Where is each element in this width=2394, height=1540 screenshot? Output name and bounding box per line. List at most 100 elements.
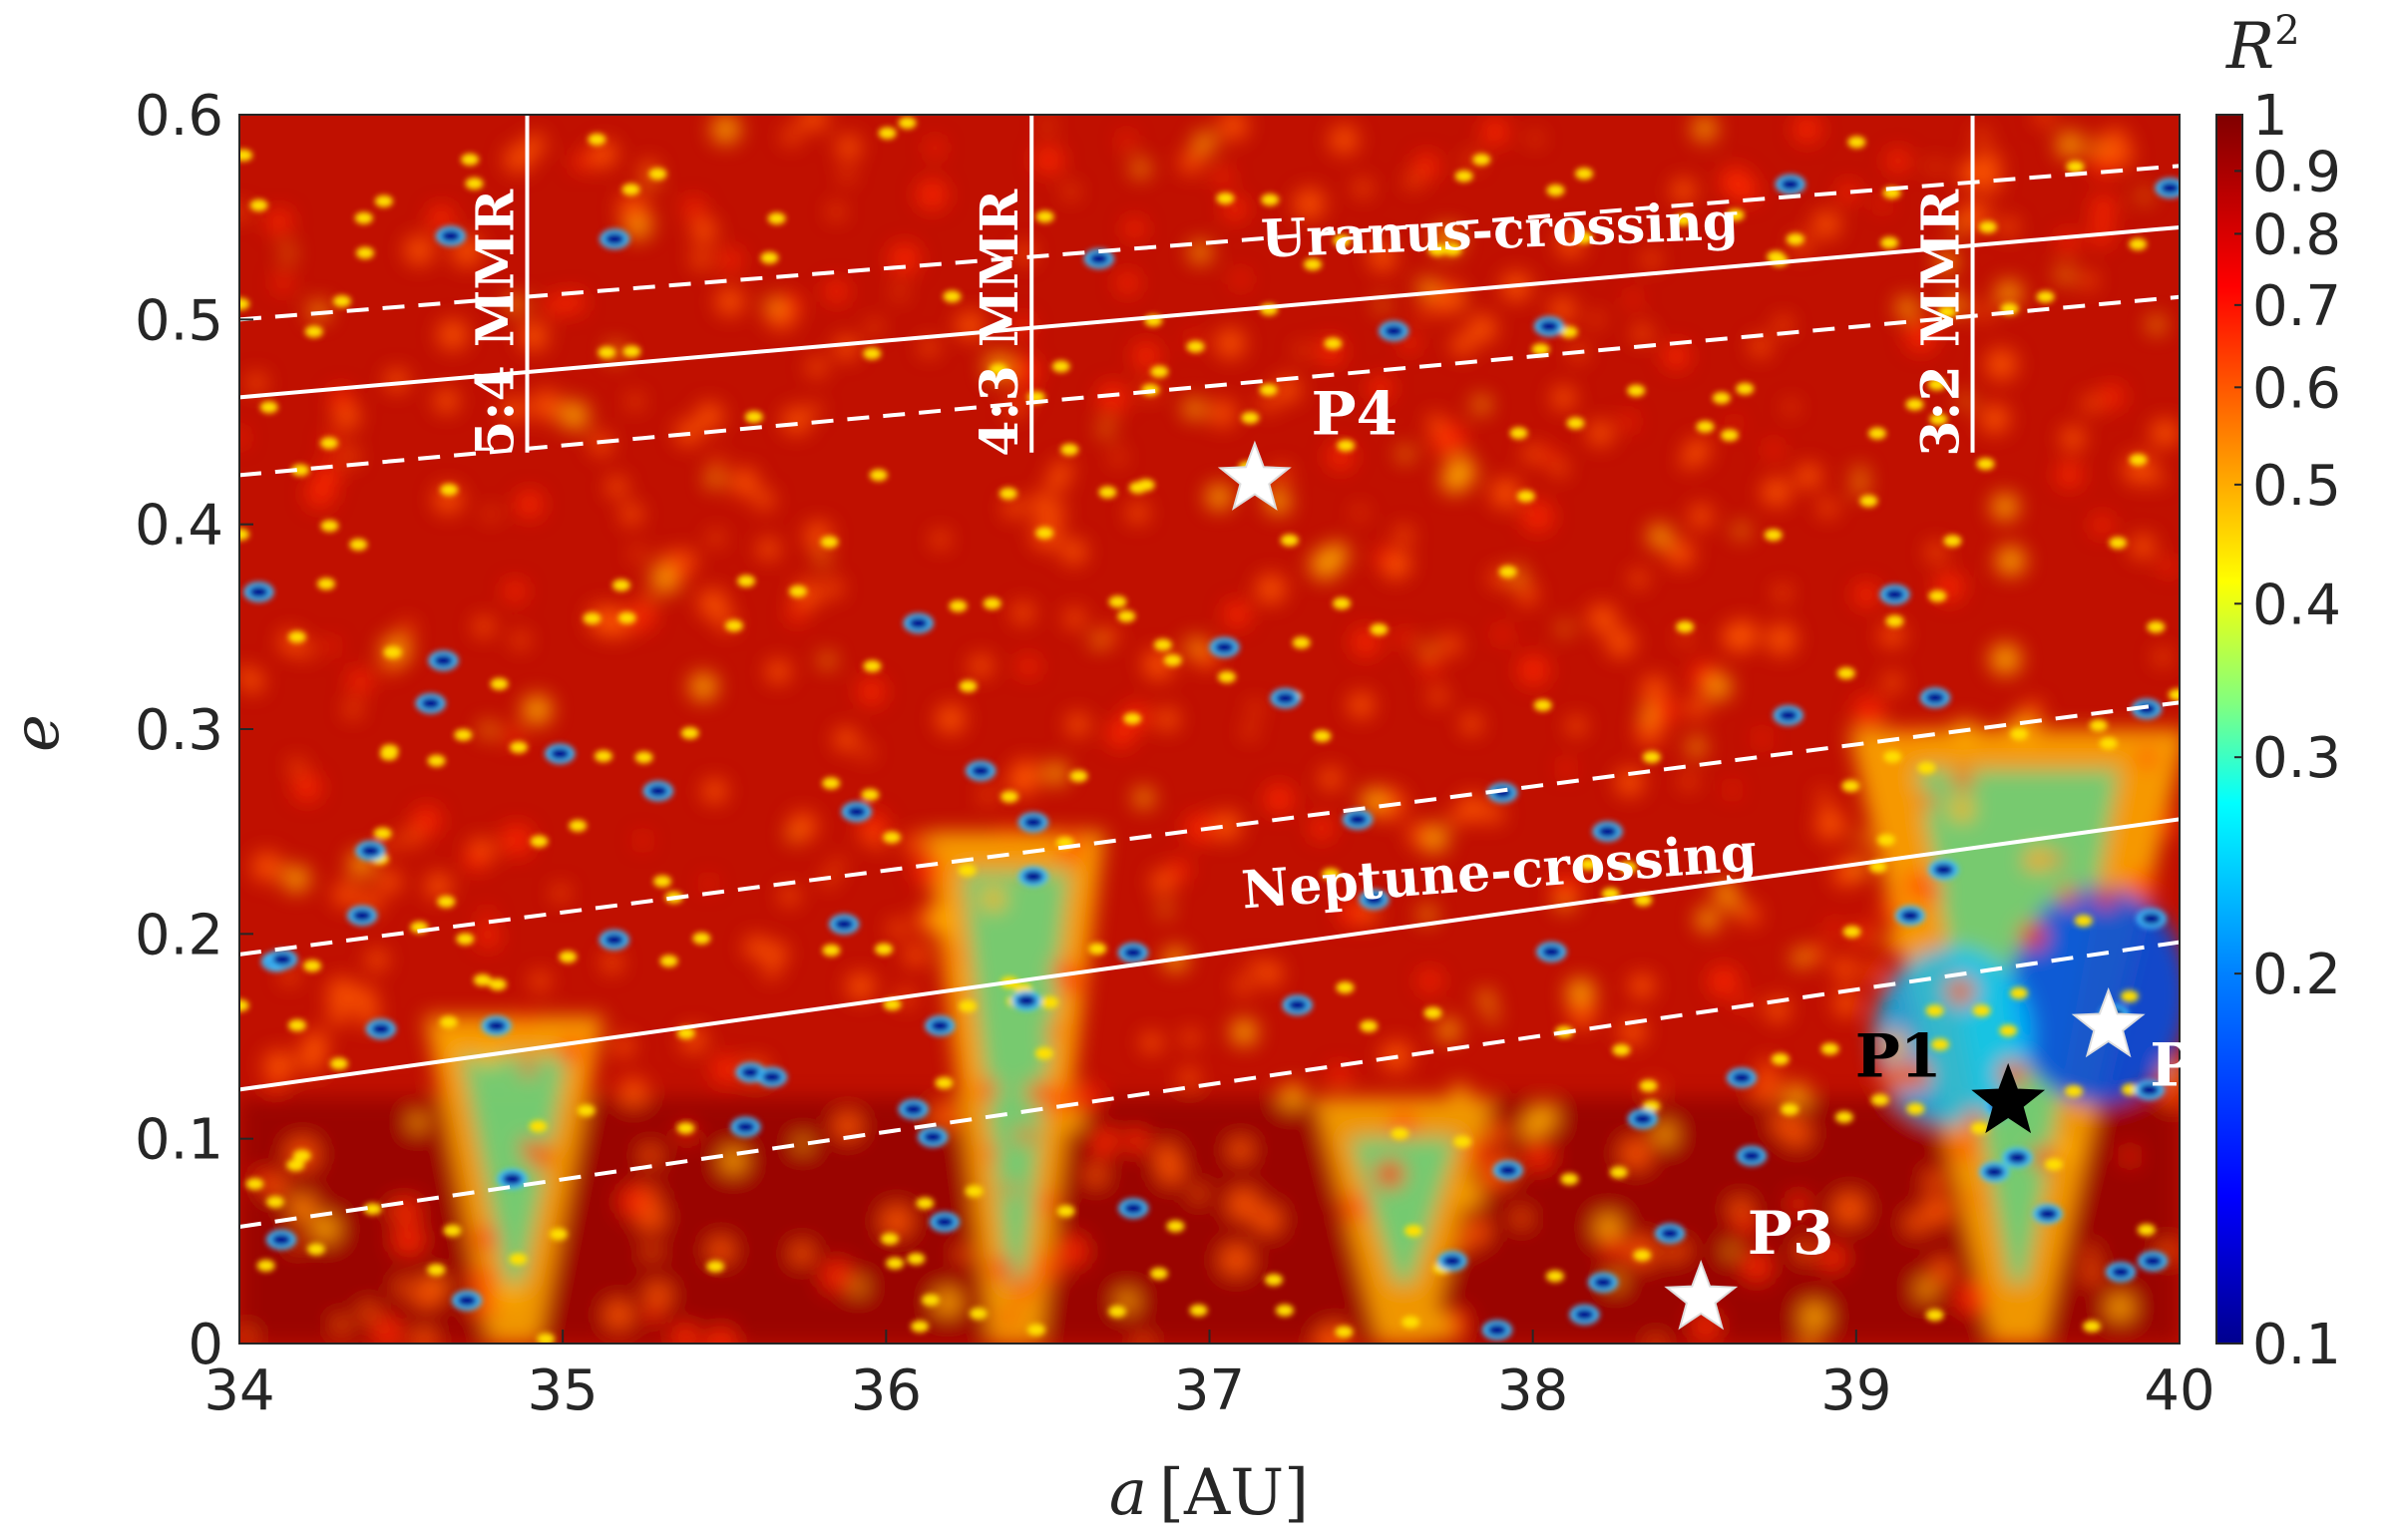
heat-speckle <box>1551 460 1568 477</box>
heat-speckle <box>957 1246 973 1263</box>
heat-speckle <box>1875 197 1890 211</box>
heat-speckle <box>1101 627 1118 644</box>
heat-dot <box>989 363 1007 376</box>
heat-dot <box>2137 1224 2156 1237</box>
heat-speckle <box>1010 759 1041 790</box>
heat-speckle <box>2056 462 2083 489</box>
heat-minimum <box>603 934 624 947</box>
heat-speckle <box>1750 335 1771 357</box>
heat-speckle <box>266 208 292 235</box>
heat-dot <box>1609 1166 1628 1179</box>
heat-dot <box>239 528 249 541</box>
heat-dot <box>1264 1274 1283 1287</box>
heat-dot <box>1764 529 1783 542</box>
heat-dot <box>1642 751 1661 764</box>
heat-dot <box>259 401 278 414</box>
x-tick-label: 40 <box>2144 1358 2214 1423</box>
heat-speckle <box>698 588 729 619</box>
heat-speckle <box>808 403 822 417</box>
heat-speckle <box>1995 546 2026 577</box>
heat-dot <box>380 744 399 757</box>
heat-speckle <box>1418 969 1441 992</box>
heat-speckle <box>932 531 950 549</box>
heat-speckle <box>1833 1192 1866 1225</box>
heat-dot <box>958 864 977 877</box>
heat-dot <box>2129 237 2148 250</box>
heat-dot <box>959 999 978 1012</box>
heat-speckle <box>1375 1159 1405 1190</box>
heat-minimum <box>1122 947 1143 960</box>
heat-speckle <box>1124 218 1145 239</box>
heat-dot <box>1929 413 1948 426</box>
heat-speckle <box>1428 687 1447 706</box>
heat-dot <box>875 943 894 956</box>
heat-speckle <box>1696 907 1720 932</box>
heat-speckle <box>1234 976 1253 995</box>
point-label: P4 <box>1311 379 1397 449</box>
heat-speckle <box>1647 524 1672 549</box>
heat-minimum <box>1275 692 1296 705</box>
heat-speckle <box>815 552 829 566</box>
heat-dot <box>1781 1103 1799 1116</box>
heat-speckle <box>926 139 944 157</box>
heat-speckle <box>631 547 645 561</box>
heat-speckle <box>2138 190 2151 202</box>
heat-dot <box>1292 636 1311 649</box>
heat-speckle <box>1012 601 1034 624</box>
heat-dot <box>443 1224 462 1237</box>
heat-speckle <box>1181 1029 1199 1047</box>
heat-speckle <box>1818 499 1837 518</box>
crossing-band-upper <box>239 164 2180 322</box>
heat-speckle <box>530 389 562 421</box>
heat-dot <box>1166 1220 1185 1233</box>
heat-speckle <box>1951 769 1974 791</box>
heat-dot <box>1633 1249 1652 1262</box>
heat-dot <box>598 346 616 359</box>
heat-speckle <box>1629 973 1655 999</box>
heat-dot <box>291 464 310 477</box>
low-r2-core <box>2008 885 2180 1105</box>
heat-speckle <box>468 1265 498 1295</box>
heat-dot <box>1035 210 1054 223</box>
heat-dot <box>303 960 322 972</box>
heat-speckle <box>473 616 494 637</box>
heat-speckle <box>1976 304 1993 320</box>
heat-dot <box>1333 596 1352 609</box>
heat-speckle <box>360 1304 378 1322</box>
heat-dot <box>473 973 492 986</box>
heat-dot <box>2147 620 2166 633</box>
heat-dot <box>1217 670 1236 683</box>
heat-minimum <box>1347 813 1368 826</box>
heat-speckle <box>1447 811 1462 826</box>
heat-speckle <box>1319 767 1343 791</box>
heat-speckle <box>1361 787 1388 815</box>
heat-speckle <box>522 694 553 725</box>
heat-speckle <box>1132 342 1160 370</box>
heat-speckle <box>1922 1195 1952 1225</box>
heat-speckle <box>1481 118 1509 146</box>
heat-dot <box>1836 666 1855 679</box>
heat-dot <box>1108 595 1127 608</box>
heat-speckle <box>2083 1265 2101 1284</box>
heat-speckle <box>1485 1009 1499 1022</box>
heat-dot <box>822 944 841 957</box>
heat-dot <box>2099 737 2118 750</box>
heat-speckle <box>711 1055 741 1084</box>
heat-speckle <box>1426 413 1445 432</box>
heat-speckle <box>832 858 845 871</box>
heat-speckle <box>719 248 742 271</box>
heat-speckle <box>293 773 322 802</box>
heat-minimum <box>908 616 929 629</box>
heat-dot <box>363 1203 382 1216</box>
heat-speckle <box>1232 270 1249 288</box>
heat-dot <box>1275 1304 1294 1317</box>
heat-dot <box>965 1185 984 1198</box>
heat-speckle <box>1949 797 1975 822</box>
heat-dot <box>1642 1099 1661 1112</box>
heat-minimum <box>604 232 625 245</box>
heat-speckle <box>2082 395 2100 413</box>
heat-speckle <box>348 669 372 694</box>
heat-speckle <box>888 919 907 938</box>
heat-dot <box>1885 614 1904 627</box>
crossing-band-lower <box>239 294 2180 478</box>
